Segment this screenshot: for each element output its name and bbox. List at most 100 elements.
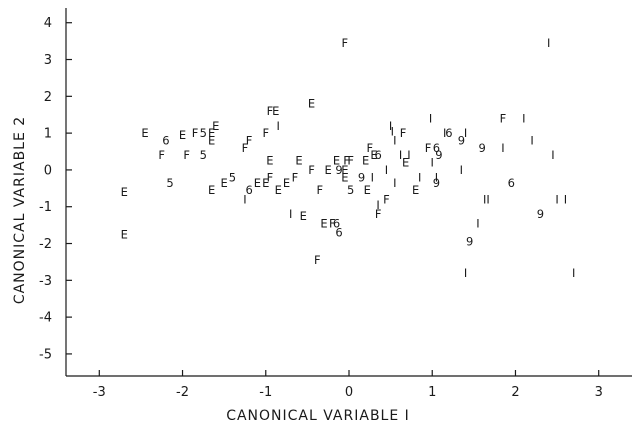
data-point: E <box>121 185 128 199</box>
data-point: I <box>476 216 479 230</box>
data-point: E <box>254 176 261 190</box>
data-point: 6 <box>333 216 340 230</box>
y-tick-label: 3 <box>44 53 52 68</box>
data-point: F <box>500 111 507 125</box>
data-point: 5 <box>347 183 354 197</box>
data-point: E <box>121 227 128 241</box>
data-point: 9 <box>433 176 440 190</box>
data-point: E <box>364 183 371 197</box>
data-point: E <box>341 163 348 177</box>
data-point: F <box>308 163 315 177</box>
data-point: 5 <box>200 148 207 162</box>
data-point: 5 <box>166 176 173 190</box>
data-point: I <box>289 207 292 221</box>
data-point: 9 <box>458 133 465 147</box>
x-tick-label: 2 <box>511 385 519 400</box>
data-point: I <box>407 148 410 162</box>
data-point: F <box>292 170 299 184</box>
data-point: I <box>385 163 388 177</box>
data-point: 6 <box>508 176 515 190</box>
data-point: E <box>208 126 215 140</box>
data-point: I <box>393 176 396 190</box>
data-point: 6 <box>335 225 342 239</box>
y-tick-label: -3 <box>39 274 52 289</box>
x-axis-label: CANONICAL VARIABLE I <box>226 408 410 424</box>
data-point: I <box>418 170 421 184</box>
data-point: F <box>158 148 165 162</box>
data-point: F <box>262 126 269 140</box>
data-point: F <box>366 141 373 155</box>
data-point: II <box>483 192 490 206</box>
data-point: E <box>221 176 228 190</box>
data-point: F <box>383 192 390 206</box>
data-point: F <box>267 104 274 118</box>
data-point: 9 <box>335 163 342 177</box>
data-point: F <box>183 148 190 162</box>
data-point: 9 <box>479 141 486 155</box>
data-point: E <box>272 104 279 118</box>
data-point: F <box>347 154 354 168</box>
data-point: F <box>343 154 350 168</box>
x-tick-label: 1 <box>428 385 436 400</box>
y-tick-label: -1 <box>39 200 52 215</box>
data-point: 9 <box>537 207 544 221</box>
x-tick-label: 0 <box>345 385 353 400</box>
data-point: I <box>389 119 392 133</box>
data-point: 9 <box>466 235 473 249</box>
data-point: I <box>522 111 525 125</box>
data-point: F <box>314 253 321 267</box>
data-point: E <box>325 163 332 177</box>
x-tick-label: -1 <box>259 385 272 400</box>
data-point: 9 <box>435 148 442 162</box>
data-point: I <box>431 156 434 170</box>
data-point: E <box>262 176 269 190</box>
data-point: E <box>212 119 219 133</box>
data-point: F <box>317 183 324 197</box>
y-tick-label: 1 <box>44 127 52 142</box>
data-point: E <box>208 133 215 147</box>
data-point: I <box>460 163 463 177</box>
data-point: I <box>243 192 246 206</box>
data-point: 9 <box>358 170 365 184</box>
data-point: I <box>464 266 467 280</box>
data-point: I <box>429 111 432 125</box>
data-point: E <box>370 148 377 162</box>
x-tick-label: -3 <box>93 385 106 400</box>
data-point: E <box>208 183 215 197</box>
data-point: 5 <box>200 126 207 140</box>
y-tick-label: 0 <box>44 163 52 178</box>
x-tick-label: -2 <box>176 385 189 400</box>
data-point: F <box>242 141 249 155</box>
data-point: I <box>547 36 550 50</box>
data-point: I <box>391 124 394 138</box>
y-tick-label: 4 <box>44 16 52 31</box>
data-point: E <box>266 154 273 168</box>
data-point: I <box>530 133 533 147</box>
data-point: I <box>435 170 438 184</box>
data-point: 6 <box>245 183 252 197</box>
data-point: I <box>551 148 554 162</box>
data-point: I <box>277 119 280 133</box>
y-tick-label: -2 <box>39 237 52 252</box>
data-point: 6 <box>445 126 452 140</box>
data-point: F <box>192 126 199 140</box>
data-point: E <box>320 216 327 230</box>
data-point: I <box>564 192 567 206</box>
data-point: E <box>402 156 409 170</box>
data-point: F <box>425 141 432 155</box>
data-point: E <box>412 183 419 197</box>
data-point: E <box>141 126 148 140</box>
data-point: I <box>501 141 504 155</box>
data-point: E <box>333 154 340 168</box>
data-point: E <box>300 209 307 223</box>
y-tick-label: -5 <box>39 347 52 362</box>
data-point: I <box>443 126 446 140</box>
data-point: I <box>572 266 575 280</box>
data-point: E <box>295 154 302 168</box>
data-point: 6 <box>162 133 169 147</box>
data-point: F <box>375 207 382 221</box>
data-point: E <box>341 170 348 184</box>
data-point: F <box>400 126 407 140</box>
